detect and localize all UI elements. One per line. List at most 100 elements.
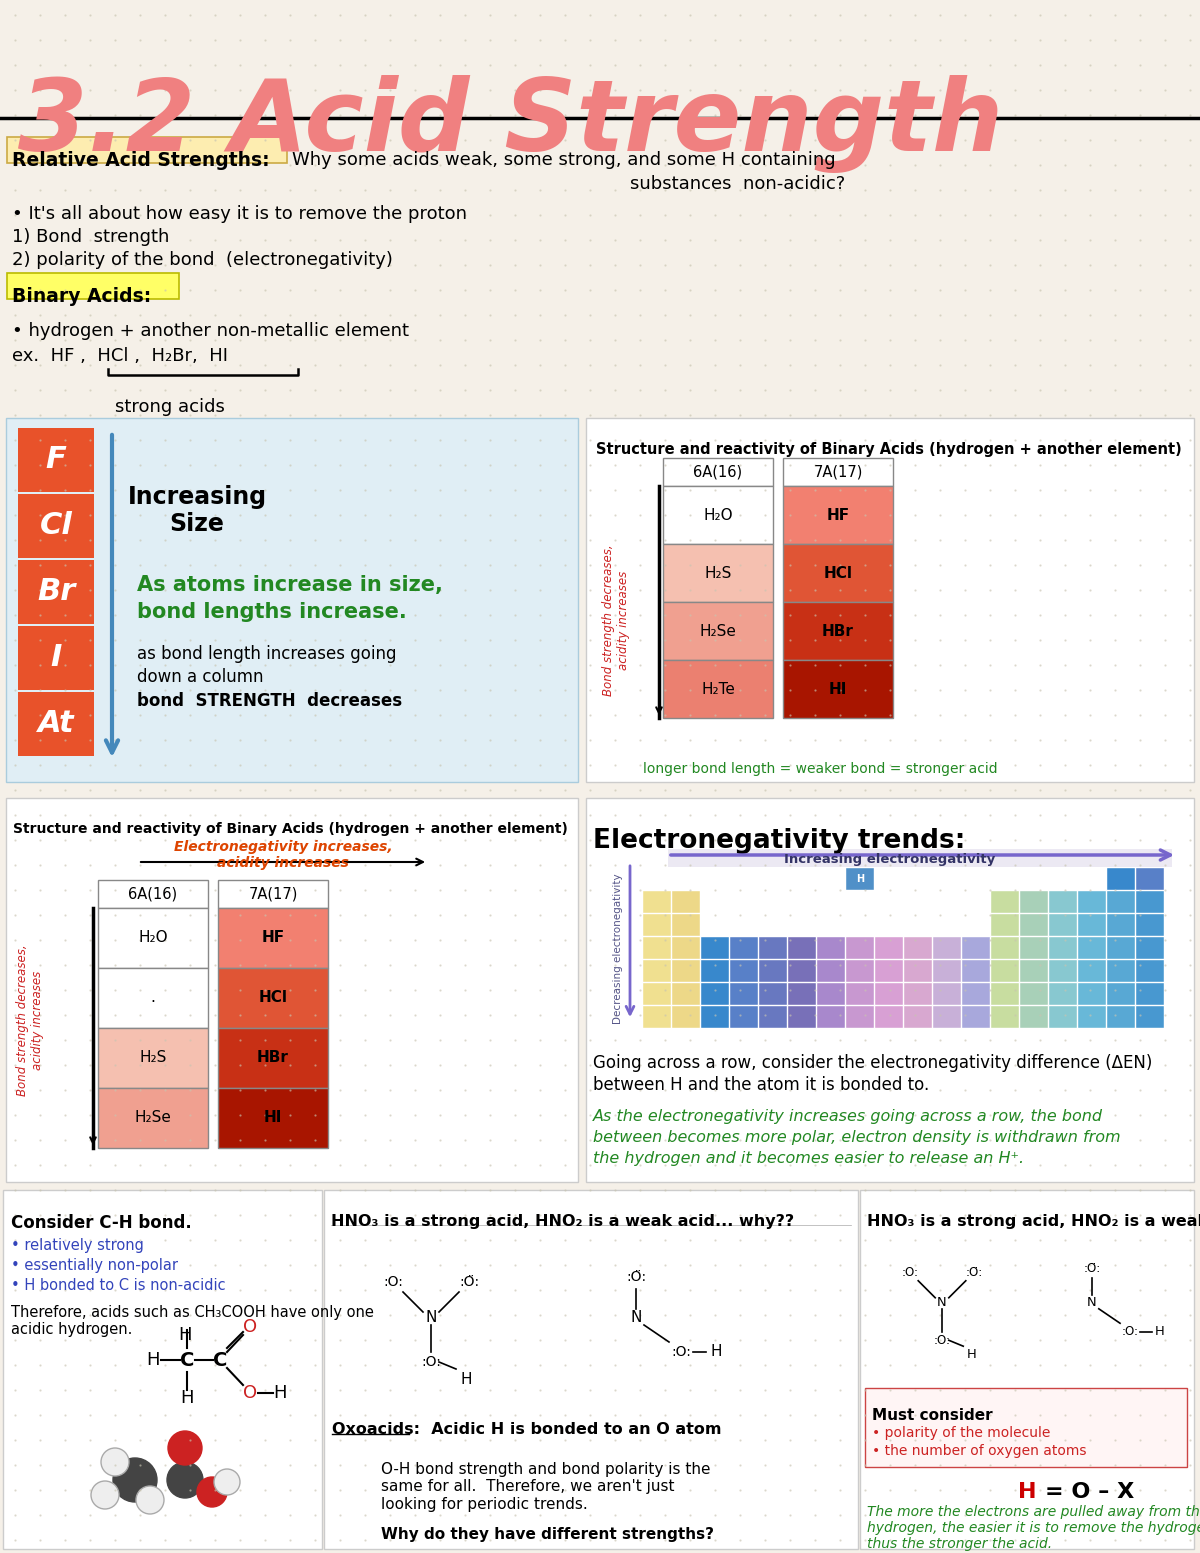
Bar [672, 936, 700, 960]
Bar [662, 660, 773, 717]
Bar [846, 1006, 874, 1028]
Text: N: N [425, 1309, 437, 1325]
Text: ex.  HF ,  HCl ,  H₂Br,  HI: ex. HF , HCl , H₂Br, HI [12, 346, 228, 365]
Text: N: N [937, 1295, 947, 1309]
Text: :O:: :O: [934, 1334, 950, 1346]
Bar [784, 660, 893, 717]
Bar [1020, 936, 1048, 960]
Bar [98, 1028, 208, 1089]
Bar [934, 983, 961, 1005]
FancyBboxPatch shape [2, 1190, 322, 1548]
Bar [904, 936, 932, 960]
Text: HBr: HBr [822, 623, 854, 638]
Text: :Ö:: :Ö: [626, 1270, 646, 1284]
Bar [218, 909, 328, 968]
Bar [875, 936, 904, 960]
Bar [1049, 915, 1078, 936]
Text: C: C [212, 1351, 227, 1370]
Text: :O:: :O: [1122, 1325, 1139, 1339]
Text: Why some acids weak, some strong, and some H containing: Why some acids weak, some strong, and so… [292, 151, 835, 169]
Text: :O:: :O: [671, 1345, 691, 1359]
FancyBboxPatch shape [586, 418, 1194, 783]
Bar [1108, 868, 1135, 890]
Text: I: I [50, 643, 61, 672]
Text: 3.2 Acid Strength: 3.2 Acid Strength [18, 75, 1003, 172]
Bar [1136, 1006, 1164, 1028]
Text: • essentially non-polar: • essentially non-polar [11, 1258, 178, 1273]
Bar [817, 983, 845, 1005]
Text: Structure and reactivity of Binary Acids (hydrogen + another element): Structure and reactivity of Binary Acids… [596, 443, 1182, 457]
Bar [934, 936, 961, 960]
FancyBboxPatch shape [586, 798, 1194, 1182]
Text: H₂S: H₂S [704, 565, 732, 581]
Text: H: H [856, 874, 864, 884]
Text: between becomes more polar, electron density is withdrawn from: between becomes more polar, electron den… [593, 1131, 1121, 1145]
Bar [784, 486, 893, 544]
Bar [784, 544, 893, 603]
Bar [672, 1006, 700, 1028]
Bar [701, 983, 730, 1005]
Bar [1078, 960, 1106, 981]
Bar [788, 1006, 816, 1028]
Bar [934, 1006, 961, 1028]
Bar [643, 1006, 671, 1028]
Text: bond  STRENGTH  decreases: bond STRENGTH decreases [137, 693, 402, 710]
Text: Size: Size [169, 512, 224, 536]
Bar [788, 983, 816, 1005]
Bar [788, 960, 816, 981]
Circle shape [167, 1461, 203, 1499]
FancyBboxPatch shape [668, 849, 1172, 867]
Circle shape [91, 1482, 119, 1510]
Text: H: H [967, 1348, 977, 1360]
Bar [1078, 1006, 1106, 1028]
Bar [1136, 915, 1164, 936]
Text: Cl: Cl [40, 511, 72, 540]
Text: strong acids: strong acids [115, 398, 224, 416]
Bar [730, 936, 758, 960]
Bar [701, 960, 730, 981]
Text: O: O [242, 1318, 257, 1336]
Text: Going across a row, consider the electronegativity difference (ΔEN): Going across a row, consider the electro… [593, 1054, 1152, 1072]
Text: longer bond length = weaker bond = stronger acid: longer bond length = weaker bond = stron… [643, 763, 997, 776]
Text: as bond length increases going: as bond length increases going [137, 644, 396, 663]
Bar [98, 909, 208, 968]
Bar [1078, 983, 1106, 1005]
Text: H: H [461, 1371, 472, 1387]
Text: H: H [1018, 1482, 1037, 1502]
Bar [672, 960, 700, 981]
Text: C: C [180, 1351, 194, 1370]
Bar [662, 458, 773, 486]
Text: Bond strength decreases,
acidity increases: Bond strength decreases, acidity increas… [16, 944, 44, 1096]
Bar [1108, 936, 1135, 960]
Text: the hydrogen and it becomes easier to release an H⁺.: the hydrogen and it becomes easier to re… [593, 1151, 1024, 1166]
Bar [1049, 891, 1078, 913]
Text: • polarity of the molecule: • polarity of the molecule [872, 1426, 1050, 1440]
Text: Must consider: Must consider [872, 1409, 992, 1423]
Bar [1136, 891, 1164, 913]
Text: As atoms increase in size,: As atoms increase in size, [137, 575, 443, 595]
Text: At: At [37, 710, 74, 739]
Text: 2) polarity of the bond  (electronegativity): 2) polarity of the bond (electronegativi… [12, 252, 392, 269]
Bar [1020, 891, 1048, 913]
FancyBboxPatch shape [7, 137, 287, 163]
Bar [1108, 915, 1135, 936]
Bar [875, 1006, 904, 1028]
Text: Electronegativity trends:: Electronegativity trends: [593, 828, 965, 854]
Bar [218, 968, 328, 1028]
Bar [1108, 891, 1135, 913]
Text: HNO₃ is a strong acid, HNO₂ is a weak acid... why??: HNO₃ is a strong acid, HNO₂ is a weak ac… [866, 1214, 1200, 1228]
Text: HI: HI [829, 682, 847, 696]
Text: acidity increases: acidity increases [217, 856, 349, 870]
Circle shape [168, 1430, 202, 1464]
Text: Structure and reactivity of Binary Acids (hydrogen + another element): Structure and reactivity of Binary Acids… [13, 822, 568, 836]
Bar [962, 936, 990, 960]
Bar [701, 1006, 730, 1028]
Bar [1108, 1006, 1135, 1028]
Bar [18, 561, 94, 624]
Bar [991, 936, 1019, 960]
Text: Bond strength decreases,
acidity increases: Bond strength decreases, acidity increas… [602, 544, 630, 696]
Bar [1020, 1006, 1048, 1028]
Text: Oxoacids:  Acidic H is bonded to an O atom: Oxoacids: Acidic H is bonded to an O ato… [332, 1423, 721, 1437]
Bar [1078, 936, 1106, 960]
Text: HI: HI [264, 1110, 282, 1126]
